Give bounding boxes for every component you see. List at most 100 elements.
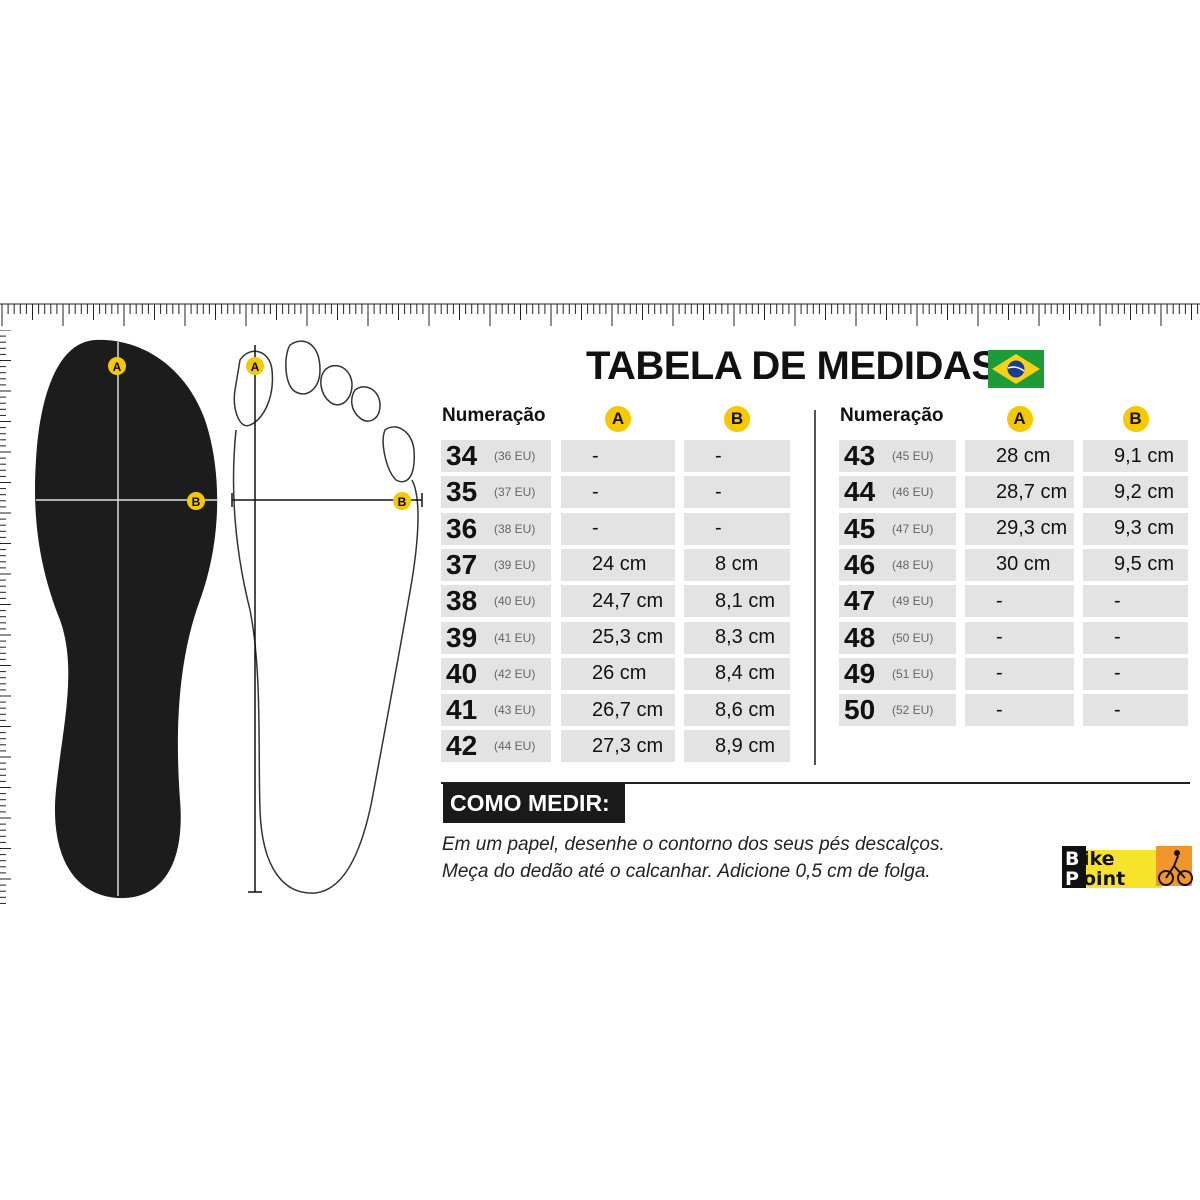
bike-point-logo: B ike P oint [1062,846,1193,890]
measure-a-value: 30 cm [996,553,1051,576]
svg-text:oint: oint [1083,868,1125,890]
size-cell: 47 (49 EU) [839,585,956,618]
measure-b-value: 8,1 cm [715,589,776,612]
eu-size: (36 EU) [494,449,536,463]
size-cell: 45 (47 EU) [839,512,956,545]
measure-b-value: - [1114,589,1121,612]
label-a-insole: A [108,357,126,375]
measure-a-cell: 24,7 cm [561,585,675,618]
measure-a-value: 26 cm [592,662,647,685]
size-number: 35 [446,476,478,508]
label-b-foot: B [393,492,411,510]
measure-b-cell: 9,2 cm [1083,476,1188,509]
measure-b-value: 9,3 cm [1114,517,1175,540]
size-cell: 35 (37 EU) [441,476,551,509]
measure-a-cell: - [965,657,1074,690]
section-divider [441,782,1190,784]
eu-size: (45 EU) [892,449,934,463]
measure-b-cell: - [684,440,790,472]
eu-size: (39 EU) [494,557,536,572]
size-number: 41 [446,694,478,726]
size-number: 37 [446,548,478,580]
measure-b-cell: 8,1 cm [684,585,790,618]
eu-size: (43 EU) [494,703,536,718]
measure-b-value: - [1114,698,1121,721]
eu-size: (42 EU) [494,666,536,681]
svg-text:P: P [1065,868,1079,890]
measure-a-cell: - [965,694,1074,727]
svg-text:B: B [398,495,407,509]
eu-size: (49 EU) [892,594,934,609]
measure-b-cell: 8,4 cm [684,657,790,690]
measure-b-value: - [715,517,722,540]
size-cell: 44 (46 EU) [839,476,956,509]
measure-a-cell: 26 cm [561,657,675,690]
svg-text:A: A [251,360,260,374]
eu-size: (50 EU) [892,630,934,645]
measure-a-cell: 28,7 cm [965,476,1074,509]
size-cell: 49 (51 EU) [839,657,956,690]
size-number: 39 [446,621,478,653]
measure-a-value: - [996,589,1003,612]
eu-size: (38 EU) [494,521,536,536]
measure-a-cell: 28 cm [965,440,1074,472]
measure-b-value: 9,5 cm [1114,553,1175,576]
eu-size: (44 EU) [494,739,536,754]
measure-b-value: 8,4 cm [715,662,776,685]
left_table-header-a: A [605,406,631,432]
eu-size: (52 EU) [892,703,934,718]
ruler-left [0,330,11,904]
measure-a-cell: 24 cm [561,548,675,581]
measure-b-cell: 9,3 cm [1083,512,1188,545]
measure-a-value: - [996,626,1003,648]
right_table-header-size: Numeração [840,405,944,426]
how-to-line-1: Em um papel, desenhe o contorno dos seus… [442,834,945,855]
size-cell: 41 (43 EU) [441,694,551,727]
measure-b-cell: - [1083,585,1188,618]
measure-b-value: 9,1 cm [1114,444,1175,467]
measure-b-value: 9,2 cm [1114,480,1175,503]
measure-a-cell: 29,3 cm [965,512,1074,545]
size-cell: 38 (40 EU) [441,585,551,618]
ruler-top [0,303,1200,326]
measure-b-cell: 9,1 cm [1083,440,1188,472]
measure-a-cell: - [965,621,1074,654]
eu-size: (51 EU) [892,666,934,681]
size-number: 47 [844,585,876,617]
insole-shape [35,339,218,899]
measure-b-value: - [1114,662,1121,685]
measure-a-cell: 26,7 cm [561,694,675,727]
brazil-flag-icon [988,350,1044,388]
measure-b-cell: 8,3 cm [684,621,790,654]
foot-measurement-diagram: A B A B [0,330,423,904]
measure-a-value: - [996,662,1003,685]
measure-b-cell: - [1083,621,1188,654]
measure-a-value: - [996,698,1003,721]
size-number: 48 [844,621,876,653]
size-cell: 43 (45 EU) [839,440,956,472]
size-number: 34 [446,440,478,471]
svg-text:B: B [1065,848,1079,870]
size-number: 38 [446,585,478,617]
size-cell: 37 (39 EU) [441,548,551,581]
measure-a-value: 24,7 cm [592,589,664,612]
measure-a-value: 29,3 cm [996,517,1068,540]
size-cell: 46 (48 EU) [839,548,956,581]
eu-size: (46 EU) [892,485,934,500]
measure-a-cell: 27,3 cm [561,730,675,763]
size-number: 43 [844,440,876,471]
measure-b-cell: - [684,476,790,509]
label-b-insole: B [187,492,205,510]
eu-size: (41 EU) [494,630,536,645]
eu-size: (37 EU) [494,485,536,500]
left_table-header-b: B [724,406,750,432]
right_table-header-b: B [1122,406,1149,432]
measure-a-cell: - [965,585,1074,618]
eu-size: (48 EU) [892,557,934,572]
measure-a-value: 26,7 cm [592,698,664,721]
measure-a-cell: - [561,476,675,509]
measure-b-cell: - [684,512,790,545]
size-number: 44 [844,476,876,508]
label-a-foot: A [246,357,264,375]
measure-a-value: - [592,517,599,540]
